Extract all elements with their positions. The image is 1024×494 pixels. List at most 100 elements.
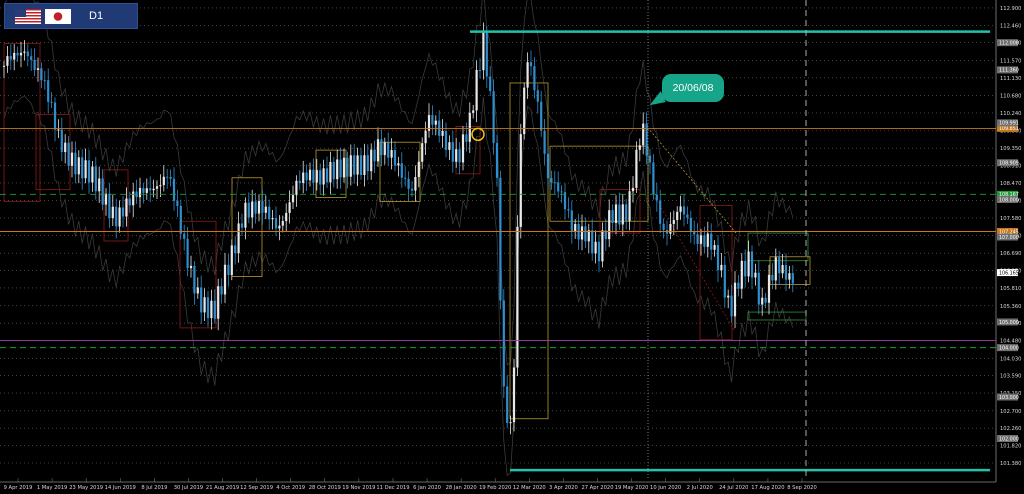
candle-body [652,162,655,195]
candle-body [706,233,709,247]
range-box [103,169,129,242]
candle-body [393,149,397,166]
candle-body [750,251,754,278]
price-tag [997,66,1018,74]
candle-body [305,172,308,181]
range-box [747,232,809,262]
candle-body [478,69,482,71]
candle-body [648,155,652,163]
japan-flag-icon [45,9,71,24]
y-tick-label: 104.030 [1000,356,1021,362]
candle-body [189,265,193,269]
candle-body [13,52,16,60]
candle-body [431,115,434,125]
candle-body [441,130,444,136]
price-tag [997,393,1018,401]
candle-body [791,273,794,284]
candle-body [407,178,410,189]
candle-body [421,143,424,162]
candle-body [288,202,291,213]
candle-body [625,204,628,221]
x-tick-label: 14 Jun 2019 [105,485,136,491]
y-tick-label: 103.590 [1000,374,1021,380]
candle-body [482,31,485,71]
candle-body [679,206,682,212]
candle-body [584,226,587,242]
candle-body [302,172,305,184]
price-tag-label: 111.360 [999,68,1019,74]
candle-body [744,260,747,277]
candle-body [36,68,40,70]
candle-body [774,257,777,281]
candle-body [40,68,43,81]
price-tag [997,190,1018,198]
candle-body [64,142,67,153]
candle-body [465,134,468,142]
price-tag-label: 107.000 [999,235,1019,241]
candle-body [322,168,325,185]
x-tick-label: 19 Feb 2020 [479,485,511,491]
y-tick-label: 104.480 [1000,339,1021,345]
candle-body [115,206,118,227]
y-tick-label: 112.460 [1000,23,1021,29]
candle-body [383,142,386,156]
candle-body [26,51,29,57]
price-tag-label: 108.167 [999,192,1019,198]
candle-body [699,235,703,244]
candle-body [458,149,461,163]
candle-body [662,223,665,231]
candle-body [220,286,223,295]
x-tick-label: 23 May 2019 [69,485,103,491]
candle-body [342,157,346,178]
candle-body [373,149,376,162]
candle-body [560,191,563,193]
x-tick-label: 17 Aug 2020 [751,485,784,491]
candle-body [274,218,278,229]
price-tag [997,119,1018,127]
candle-body [414,176,417,191]
symbol-timeframe-panel: D1 [4,3,138,29]
candle-body [356,155,359,175]
candle-body [767,274,771,303]
candle-body [295,180,298,196]
candle-body [145,188,148,193]
y-tick-label: 101.380 [1000,461,1021,467]
candle-body [152,188,155,191]
candle-body [257,200,261,214]
candle-body [33,59,36,70]
candle-body [176,200,179,206]
candle-body [104,193,108,205]
candle-body [676,211,679,220]
candle-body [574,223,577,232]
candle-body [682,206,686,215]
x-tick-label: 30 Jul 2019 [174,485,203,491]
candle-body [159,185,162,187]
candle-body [183,233,186,239]
candle-body [186,238,189,269]
candle-body [693,231,696,235]
y-tick-label: 106.690 [1000,251,1021,257]
candle-body [166,176,169,178]
price-tag-label: 106.165 [999,270,1019,276]
price-tag [997,195,1018,203]
date-callout[interactable]: 20/06/08 [662,74,724,102]
x-tick-label: 8 Jul 2019 [141,485,167,491]
price-tag [997,124,1018,132]
highlight-circle [471,127,485,142]
price-tag [997,233,1018,241]
candle-body [587,230,590,242]
candle-body [710,233,713,250]
candle-body [19,52,23,56]
candle-body [319,170,322,185]
candle-body [278,225,281,229]
x-tick-label: 6 Jan 2020 [413,485,441,491]
envelope-lower [3,95,794,477]
candle-body [757,272,760,305]
candle-body [689,217,692,232]
x-tick-label: 27 Apr 2020 [581,485,613,491]
candle-body [47,80,50,102]
candle-body [298,180,301,184]
price-tag-label: 107.245 [999,229,1019,235]
x-tick-label: 12 Mar 2020 [513,485,546,491]
